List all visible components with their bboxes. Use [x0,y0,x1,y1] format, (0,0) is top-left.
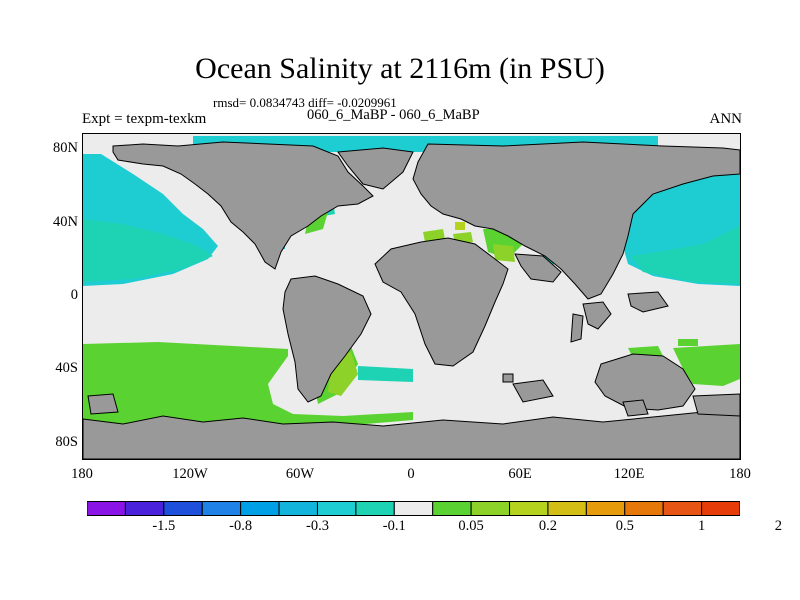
lon-label-60w: 60W [285,466,315,482]
stats-line: rmsd= 0.0834743 diff= -0.0209961 [213,95,397,110]
lat-label-40n: 40N [53,214,78,230]
colorbar-box-3 [201,501,242,516]
colorbar-label: -0.8 [229,518,253,534]
lat-label-40s: 40S [55,360,78,376]
colorbar-box-11 [509,501,549,516]
colorbar-box-2 [163,501,203,516]
land-masses [83,141,740,459]
colorbar-box-0 [86,501,126,516]
colorbar-box-13 [585,501,626,516]
colorbar-label: 1 [697,518,706,534]
yellow-patches [455,222,465,230]
period-line: 060_6_MaBP - 060_6_MaBP [307,107,480,123]
lon-label-60e: 60E [508,466,532,482]
experiment-label: Expt = texpm-texkm [82,111,207,127]
colorbar-label: 0.2 [538,518,557,534]
season-label: ANN [709,111,743,127]
colorbar-label: 2 [774,518,783,534]
colorbar-box-1 [124,501,165,516]
colorbar-box-8 [393,501,434,516]
salinity-map [82,133,741,460]
colorbar-box-14 [624,501,664,516]
colorbar-box-4 [240,501,280,516]
colorbar-box-9 [432,501,472,516]
lon-label-180e: 180 [729,466,751,482]
lon-label-120w: 120W [172,466,208,482]
colorbar-box-6 [316,501,357,516]
lat-label-equator: 0 [70,287,78,303]
colorbar-label: -1.5 [152,518,176,534]
colorbar-label: 0.05 [458,518,484,534]
colorbar-label: -0.1 [382,518,406,534]
lat-label-80s: 80S [55,434,78,450]
colorbar-box-16 [701,501,741,516]
colorbar [86,501,741,516]
colorbar-box-15 [662,501,703,516]
lon-label-120e: 120E [613,466,645,482]
lon-label-180w: 180 [71,466,93,482]
colorbar-box-7 [355,501,395,516]
plot-title: Ocean Salinity at 2116m (in PSU) [195,52,605,85]
colorbar-box-10 [470,501,511,516]
lon-label-0: 0 [407,466,415,482]
colorbar-box-5 [278,501,318,516]
colorbar-label: -0.3 [305,518,329,534]
lat-label-80n: 80N [53,140,78,156]
colorbar-box-12 [547,501,587,516]
colorbar-label: 0.5 [615,518,634,534]
